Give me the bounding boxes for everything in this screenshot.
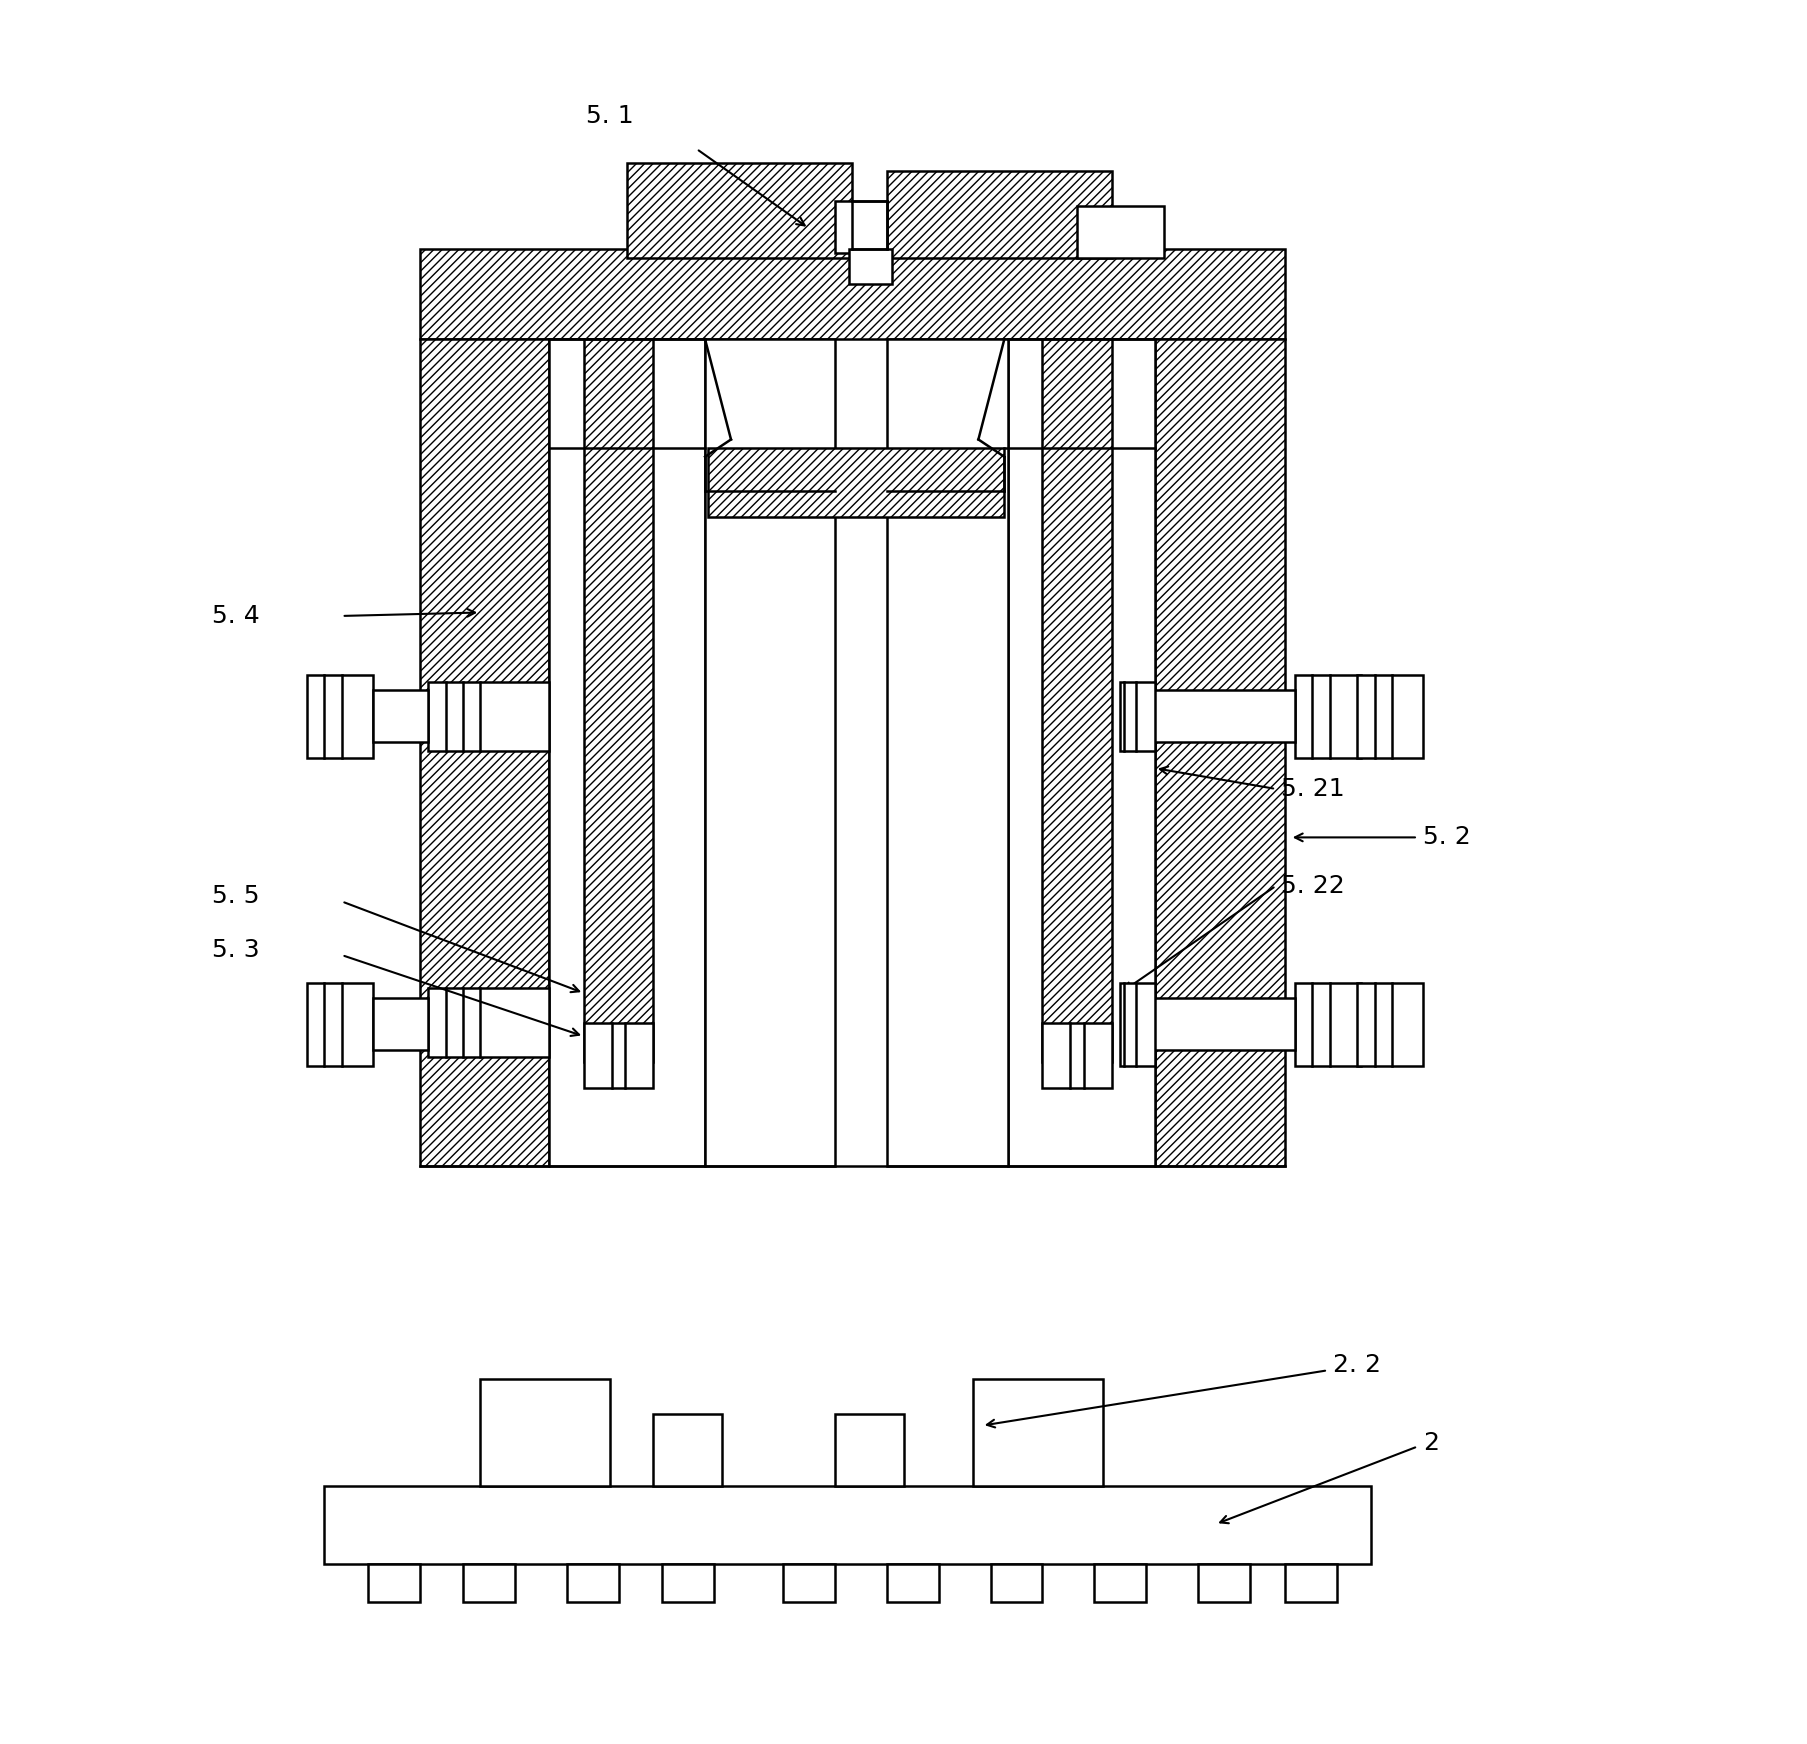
Bar [627, 162, 851, 258]
Bar [1093, 1564, 1146, 1603]
Bar [307, 675, 372, 759]
Bar [1153, 998, 1294, 1050]
Bar [782, 1564, 835, 1603]
Bar [847, 249, 891, 284]
Bar [1120, 982, 1155, 1066]
Text: 5. 5: 5. 5 [211, 884, 260, 909]
Bar [1155, 338, 1285, 1167]
Bar [584, 338, 652, 1062]
Bar [584, 1022, 652, 1088]
Bar [1077, 206, 1164, 258]
Bar [1294, 982, 1361, 1066]
Bar [1357, 982, 1422, 1066]
Bar [1153, 691, 1294, 743]
Bar [972, 1380, 1102, 1486]
Bar [323, 1486, 1370, 1564]
Bar [372, 691, 428, 743]
Bar [652, 1414, 723, 1486]
Bar [885, 171, 1111, 258]
Bar [1120, 682, 1155, 752]
Bar [428, 682, 549, 752]
Text: 5. 3: 5. 3 [211, 938, 260, 963]
Bar [549, 338, 705, 1167]
Bar [885, 338, 1006, 1167]
Text: 5. 2: 5. 2 [1422, 825, 1469, 849]
Bar [708, 448, 1005, 518]
Bar [835, 1414, 904, 1486]
Bar [885, 1564, 938, 1603]
Bar [428, 987, 549, 1057]
Bar [1285, 1564, 1335, 1603]
Bar [1198, 1564, 1249, 1603]
Bar [419, 249, 1285, 338]
Bar [1006, 338, 1155, 1167]
Text: 5. 21: 5. 21 [1281, 778, 1344, 800]
Bar [372, 998, 428, 1050]
Text: 5. 1: 5. 1 [585, 105, 632, 127]
Bar [661, 1564, 714, 1603]
Text: 5. 22: 5. 22 [1281, 874, 1344, 898]
Bar [1043, 1022, 1111, 1088]
Bar [419, 338, 549, 1167]
Text: 2: 2 [1422, 1430, 1438, 1454]
Bar [705, 338, 835, 1167]
Text: 2. 2: 2. 2 [1332, 1353, 1381, 1378]
Text: 5. 4: 5. 4 [211, 603, 260, 628]
Bar [1357, 675, 1422, 759]
Bar [566, 1564, 618, 1603]
Bar [463, 1564, 515, 1603]
Bar [481, 1380, 609, 1486]
Bar [990, 1564, 1043, 1603]
Bar [1294, 675, 1361, 759]
Bar [307, 982, 372, 1066]
Bar [1043, 338, 1111, 1062]
Bar [367, 1564, 419, 1603]
Bar [835, 201, 885, 253]
